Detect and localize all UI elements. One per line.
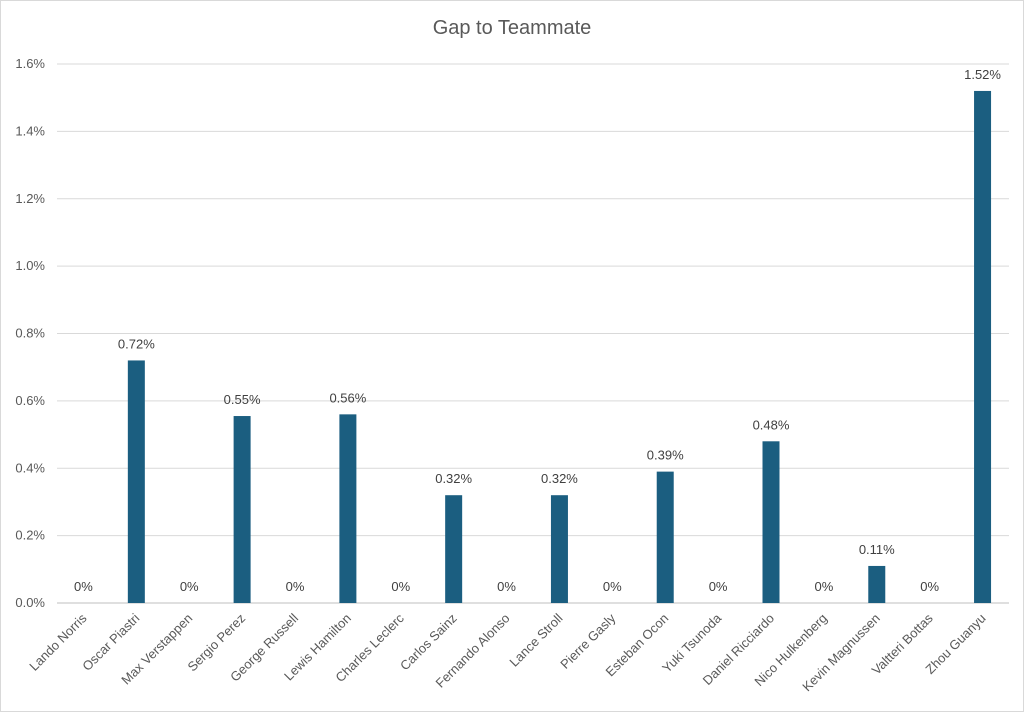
bar [339,414,357,603]
y-tick-label: 0.6% [15,393,45,408]
chart-title: Gap to Teammate [432,17,592,39]
data-label: 0.32% [435,471,472,486]
data-label: 0.56% [329,390,366,405]
bar [868,565,886,603]
data-label: 0% [391,579,410,594]
y-tick-label: 0.0% [15,595,45,610]
data-label: 0.55% [224,392,261,407]
y-axis: 0.0% 0.2% 0.4% 0.6% 0.8% 1.0% 1.2% 1.4% 1.6% [15,56,45,610]
data-label: 0% [497,579,516,594]
data-label: 0.32% [541,471,578,486]
y-tick-label: 1.4% [15,123,45,138]
y-tick-label: 1.6% [15,56,45,71]
y-tick-label: 0.8% [15,326,45,341]
bars [127,90,992,603]
y-tick-label: 0.4% [15,460,45,475]
data-label: 0% [814,579,833,594]
bar [445,495,463,603]
y-tick-label: 1.2% [15,191,45,206]
bar [656,471,674,603]
data-labels: 0% 0.72% 0% 0.55% 0% 0.56% 0% 0.32% 0% 0.32% 0% 0.3… [74,67,1001,594]
bar [974,90,992,603]
bar [127,360,145,603]
data-label: 0% [920,579,939,594]
data-label: 0.39% [647,448,684,463]
bar [233,416,251,603]
data-label: 0% [180,579,199,594]
y-tick-label: 1.0% [15,258,45,273]
gridlines [57,63,1009,604]
data-label: 0.72% [118,336,155,351]
bar [762,441,780,603]
y-tick-label: 0.2% [15,528,45,543]
data-label: 0.11% [859,542,895,557]
data-label: 0% [603,579,622,594]
data-label: 0% [74,579,93,594]
data-label: 0% [286,579,305,594]
bar [550,495,568,603]
data-label: 1.52% [964,67,1001,82]
data-label: 0.48% [753,417,790,432]
data-label: 0% [709,579,728,594]
